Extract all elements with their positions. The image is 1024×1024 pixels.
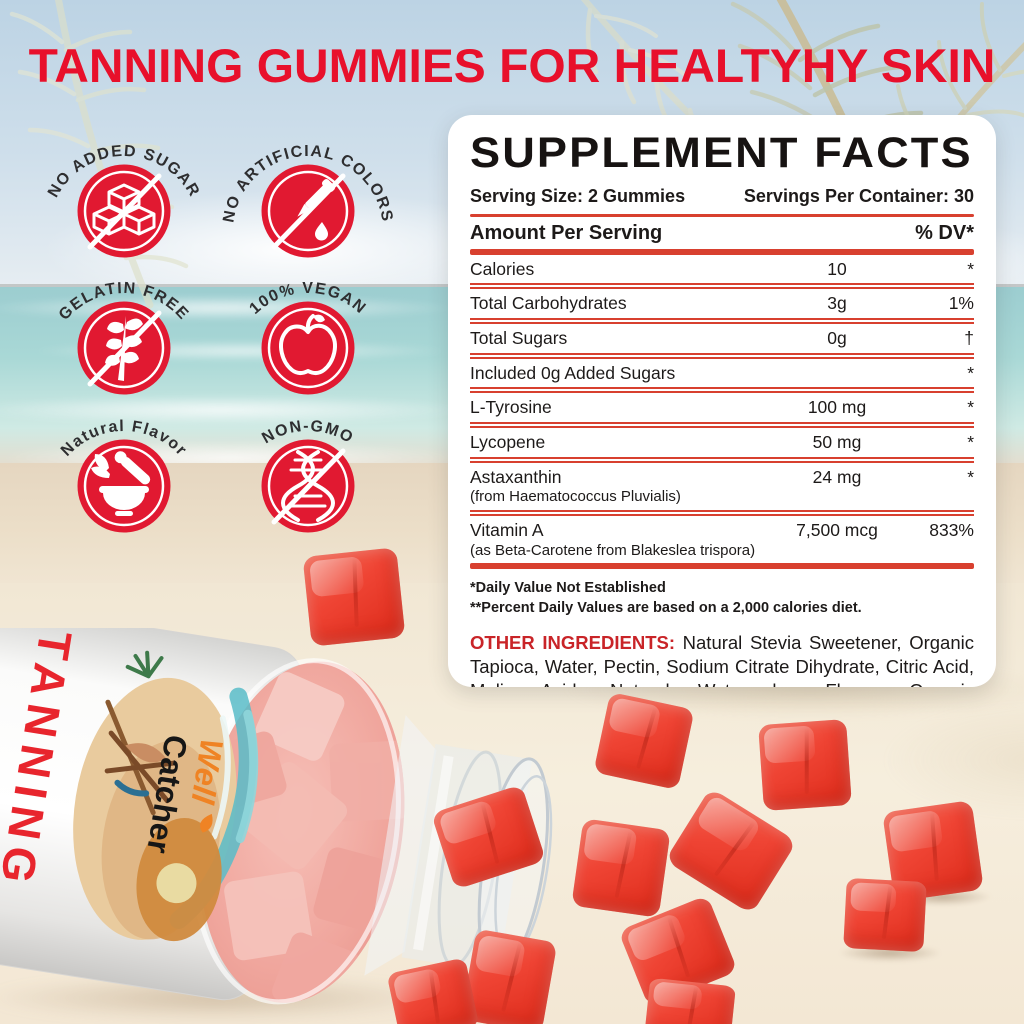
table-row: Included 0g Added Sugars * (470, 352, 974, 388)
palm-frond-top-center (580, 0, 715, 163)
footnote: *Daily Value Not Established (470, 580, 666, 597)
gummy-cube (843, 877, 927, 953)
gummy-cube (302, 547, 406, 647)
table-row: Calories 10 * (470, 255, 974, 284)
slash-line (87, 310, 162, 387)
table-row: Vitamin A (as Beta-Carotene from Blakesl… (470, 509, 974, 563)
other-ingredients-label: OTHER INGREDIENTS: (470, 632, 675, 654)
row-amount: 100 mg (807, 397, 867, 418)
row-dv: 1% (948, 293, 974, 314)
serving-size: Serving Size: 2 Gummies (470, 185, 686, 206)
neck-highlight (413, 755, 454, 951)
page-title: TANNING GUMMIES FOR HEALTYHY SKIN (28, 39, 996, 92)
row-dv: 833% (929, 519, 974, 540)
slash-line (271, 173, 346, 250)
row-name: Calories (470, 258, 535, 279)
row-name-main: Astaxanthin (470, 466, 562, 487)
badge-natural-flavor: Natural Flavor (29, 386, 219, 538)
other-ingredients-text: Natural Stevia Sweetener, Organic Tapioc… (470, 632, 974, 687)
other-ingredients: OTHER INGREDIENTS: Natural Stevia Sweete… (470, 631, 974, 687)
badge-no-added-sugar: NO ADDED SUGAR (29, 111, 219, 263)
row-name: Lycopene (470, 431, 546, 452)
badge-circle (261, 301, 355, 395)
row-amount: 0g (827, 328, 847, 348)
mortar-pestle-icon (91, 451, 151, 516)
gummy-cube (593, 691, 695, 791)
row-amount: 7,500 mcg (796, 519, 878, 540)
row-name-main: Vitamin A (470, 519, 544, 540)
row-name-sub: (as Beta-Carotene from Blakeslea trispor… (470, 541, 756, 559)
footnote: **Percent Daily Values are based on a 2,… (470, 600, 862, 617)
divider (470, 213, 974, 217)
row-name: Vitamin A (as Beta-Carotene from Blakesl… (470, 520, 762, 559)
panel-title: SUPPLEMENT FACTS (470, 129, 973, 177)
gummy-cube (571, 818, 671, 918)
row-name-sub: (from Haematococcus Pluvialis) (470, 488, 681, 506)
badge-non-gmo: NON-GMO (213, 386, 403, 538)
row-amount: 24 mg (812, 466, 862, 487)
table-row: Total Carbohydrates 3g 1% (470, 283, 974, 318)
row-amount: 50 mg (812, 431, 862, 452)
sea-foam (0, 395, 470, 425)
badge-100-vegan: 100% VEGAN (213, 248, 403, 400)
gummy-cube (644, 977, 736, 1024)
no-dropper-icon (297, 178, 336, 241)
badge-no-artificial-colors: NO ARTIFICIAL COLORS (213, 111, 403, 263)
slash-line (87, 173, 162, 250)
table-row: Astaxanthin (from Haematococcus Pluviali… (470, 456, 974, 510)
row-dv: * (967, 431, 974, 452)
footnotes: *Daily Value Not Established **Percent D… (470, 578, 974, 618)
bottle-label-beach-illustration (73, 650, 259, 942)
apple-icon (279, 314, 337, 376)
bottle: TANNING Well Catcher (0, 628, 553, 1018)
sand-dune-shading (880, 700, 1024, 820)
table-row: Lycopene 50 mg * (470, 421, 974, 457)
amount-per-serving-header: Amount Per Serving (470, 221, 663, 244)
palm-frond-top-left (9, 0, 189, 309)
row-name: Astaxanthin (from Haematococcus Pluviali… (470, 467, 762, 506)
table-row: Total Sugars 0g † (470, 318, 974, 353)
row-dv: * (967, 362, 974, 383)
divider-thick (470, 563, 974, 570)
row-dv: * (967, 258, 974, 279)
row-amount: 3g (827, 293, 847, 314)
row-dv: * (967, 397, 974, 418)
supplement-facts-panel: SUPPLEMENT FACTS Serving Size: 2 Gummies… (448, 115, 996, 687)
row-dv: * (967, 466, 974, 487)
row-name: Total Sugars (470, 328, 568, 348)
row-name: Included 0g Added Sugars (470, 362, 676, 383)
dv-header: % DV* (915, 221, 974, 244)
brand-leaf-icon (200, 813, 213, 833)
badge-gelatin-free: GELATIN FREE (29, 248, 219, 400)
slash-line (271, 448, 346, 525)
servings-per-container: Servings Per Container: 30 (743, 185, 974, 206)
row-name: Total Carbohydrates (470, 293, 627, 314)
row-amount: 10 (827, 258, 847, 279)
bottle-shoulder (364, 714, 437, 976)
divider-thick (470, 248, 974, 255)
gummy-cube (758, 719, 852, 811)
row-dv: † (964, 328, 974, 348)
row-name: L-Tyrosine (470, 397, 552, 418)
sea-foam (0, 295, 460, 321)
table-row: L-Tyrosine 100 mg * (470, 387, 974, 422)
